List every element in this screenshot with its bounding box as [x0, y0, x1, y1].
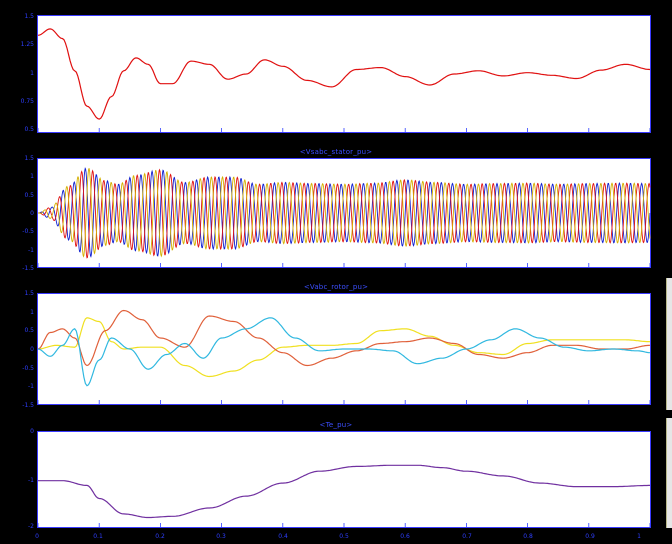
xtick-label: 0.6	[400, 533, 410, 540]
phase-line-1	[38, 168, 651, 259]
phase-line-2	[38, 167, 651, 258]
side-window-edge	[666, 418, 672, 528]
subplot-3-plot	[37, 309, 651, 404]
xtick-label: 1	[637, 533, 641, 540]
ytick-label: -1.5	[22, 265, 34, 272]
ytick-label: 1.5	[24, 290, 34, 297]
series-line-0	[37, 317, 651, 378]
ytick-label: 1	[30, 70, 34, 77]
subplot-1-axes	[37, 15, 651, 133]
xtick-label: 0.1	[93, 533, 103, 540]
ytick-label: -0.5	[22, 365, 34, 372]
ytick-label: -1	[28, 383, 34, 390]
ytick-label: 1.5	[24, 13, 34, 20]
subplot-3-axes	[37, 293, 651, 405]
subplot-2-axes	[37, 158, 651, 268]
ytick-label: 0.5	[24, 192, 34, 199]
xtick-label: 0.9	[585, 533, 595, 540]
xtick-label: 0.8	[523, 533, 533, 540]
subplot-4-axes	[37, 431, 651, 528]
ytick-label: 0	[30, 428, 34, 435]
side-window-edge	[666, 278, 672, 410]
xtick-label: 0.2	[155, 533, 165, 540]
ytick-label: 0.5	[24, 126, 34, 133]
xtick-label: 0.5	[339, 533, 349, 540]
ytick-label: -0.5	[22, 228, 34, 235]
series-line-0	[38, 464, 650, 519]
ytick-label: -2	[28, 523, 34, 530]
ytick-label: 0	[30, 210, 34, 217]
ytick-label: 1	[30, 173, 34, 180]
subplot-1-plot	[37, 28, 651, 132]
xtick-label: 0.3	[216, 533, 226, 540]
subplot-2-title: <Vsabc_stator_pu>	[299, 148, 373, 156]
subplot-3-title: <Vabc_rotor_pu>	[303, 283, 369, 291]
ytick-label: -1.5	[22, 402, 34, 409]
xtick-label: 0.7	[462, 533, 472, 540]
ytick-label: 1.25	[20, 41, 34, 48]
ytick-label: 0.75	[20, 98, 34, 105]
series-line-1	[37, 309, 651, 367]
xtick-label: 0.4	[278, 533, 288, 540]
ytick-label: 1	[30, 309, 34, 316]
series-line-0	[37, 28, 651, 120]
subplot-4-title: <Te_pu>	[319, 421, 353, 429]
phase-line-0	[38, 167, 651, 258]
ytick-label: 0.5	[24, 327, 34, 334]
xtick-label: 0	[35, 533, 39, 540]
ytick-label: 0	[30, 346, 34, 353]
ytick-label: -1	[28, 477, 34, 484]
ytick-label: -1	[28, 247, 34, 254]
subplot-2-plot	[37, 167, 651, 267]
ytick-label: 1.5	[24, 155, 34, 162]
series-line-2	[37, 317, 651, 387]
subplot-4-plot	[37, 464, 651, 527]
